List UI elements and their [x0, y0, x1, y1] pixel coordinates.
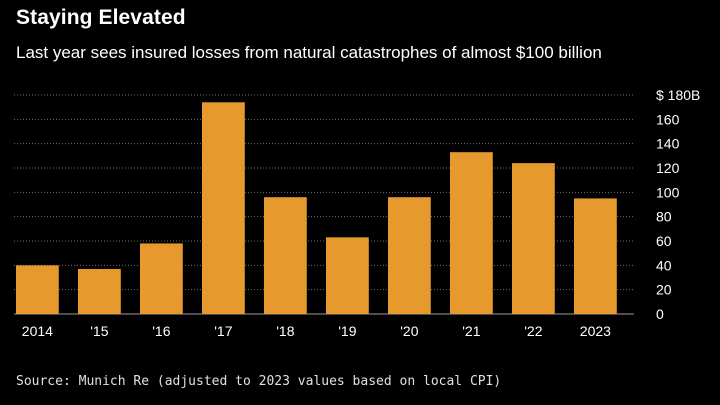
bar: [388, 197, 431, 314]
y-tick-label: 140: [656, 136, 680, 152]
bar: [512, 163, 555, 314]
x-tick-label: '19: [338, 323, 356, 339]
x-tick-label: '15: [90, 323, 108, 339]
bar: [450, 152, 493, 314]
x-tick-label: '22: [524, 323, 542, 339]
bar: [326, 237, 369, 314]
x-tick-label: '20: [400, 323, 418, 339]
x-tick-label: '17: [214, 323, 232, 339]
x-tick-label: 2014: [22, 323, 53, 339]
bar: [264, 197, 307, 314]
chart-subtitle: Last year sees insured losses from natur…: [16, 43, 602, 62]
x-tick-label: 2023: [580, 323, 611, 339]
bar: [202, 102, 245, 314]
bar: [78, 268, 121, 314]
y-tick-label: $ 180B: [656, 87, 700, 103]
y-tick-label: 60: [656, 233, 672, 249]
bar: [16, 265, 59, 314]
bar: [140, 243, 183, 314]
y-tick-label: 100: [656, 184, 680, 200]
x-tick-label: '21: [462, 323, 480, 339]
x-tick-label: '18: [276, 323, 294, 339]
y-tick-label: 0: [656, 306, 664, 322]
y-tick-label: 40: [656, 257, 672, 273]
bar: [574, 198, 617, 314]
chart-title: Staying Elevated: [16, 6, 186, 29]
y-tick-label: 160: [656, 111, 680, 127]
y-tick-label: 120: [656, 160, 680, 176]
x-tick-label: '16: [152, 323, 170, 339]
source-note: Source: Munich Re (adjusted to 2023 valu…: [16, 374, 502, 389]
y-tick-label: 20: [656, 282, 672, 298]
y-tick-label: 80: [656, 209, 672, 225]
